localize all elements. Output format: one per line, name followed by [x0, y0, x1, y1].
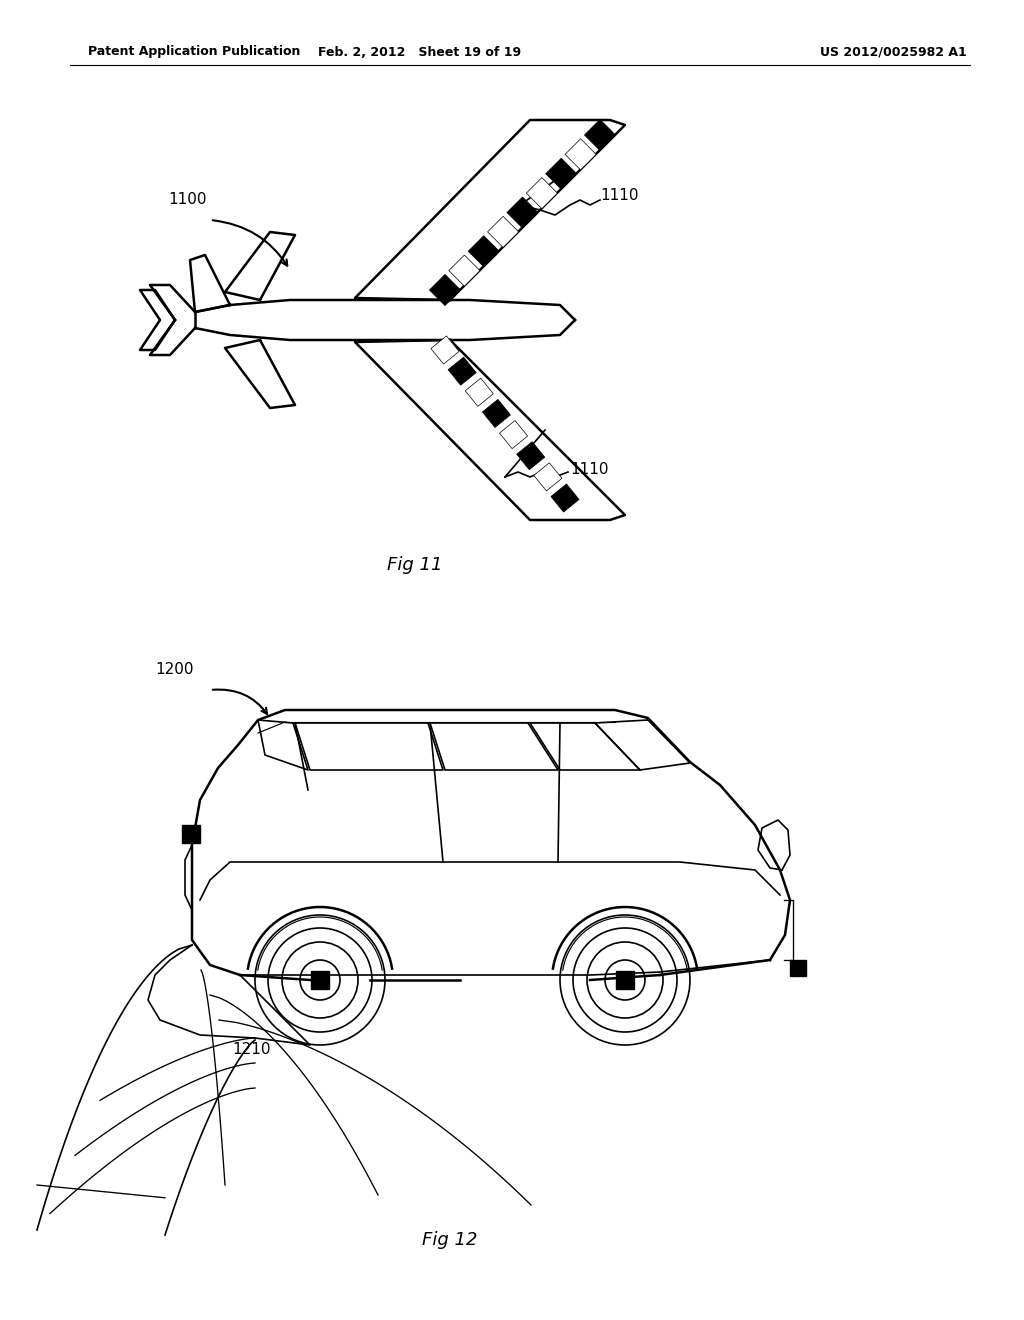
Polygon shape — [429, 275, 461, 305]
Text: US 2012/0025982 A1: US 2012/0025982 A1 — [820, 45, 967, 58]
Text: Feb. 2, 2012   Sheet 19 of 19: Feb. 2, 2012 Sheet 19 of 19 — [318, 45, 521, 58]
Polygon shape — [431, 335, 459, 364]
Polygon shape — [468, 236, 500, 267]
Polygon shape — [546, 158, 577, 189]
Polygon shape — [507, 197, 538, 228]
Text: 1210: 1210 — [232, 1043, 270, 1057]
Text: Fig 12: Fig 12 — [422, 1232, 478, 1249]
Text: 1110: 1110 — [570, 462, 608, 478]
Polygon shape — [465, 379, 494, 407]
Text: Fig 11: Fig 11 — [387, 556, 442, 574]
Polygon shape — [585, 119, 615, 150]
Text: 1100: 1100 — [168, 193, 207, 207]
Text: Patent Application Publication: Patent Application Publication — [88, 45, 300, 58]
Polygon shape — [565, 139, 596, 170]
Polygon shape — [449, 255, 480, 286]
Bar — [182, 825, 200, 843]
Polygon shape — [500, 421, 527, 449]
Bar — [616, 972, 634, 989]
Polygon shape — [482, 400, 511, 428]
Bar — [311, 972, 329, 989]
Polygon shape — [449, 358, 476, 385]
Text: 1110: 1110 — [600, 187, 639, 202]
Polygon shape — [534, 463, 562, 491]
Bar — [790, 960, 806, 975]
Polygon shape — [487, 216, 519, 247]
Text: 1200: 1200 — [155, 663, 194, 677]
Polygon shape — [551, 484, 579, 512]
Polygon shape — [526, 178, 557, 209]
Polygon shape — [517, 442, 545, 470]
